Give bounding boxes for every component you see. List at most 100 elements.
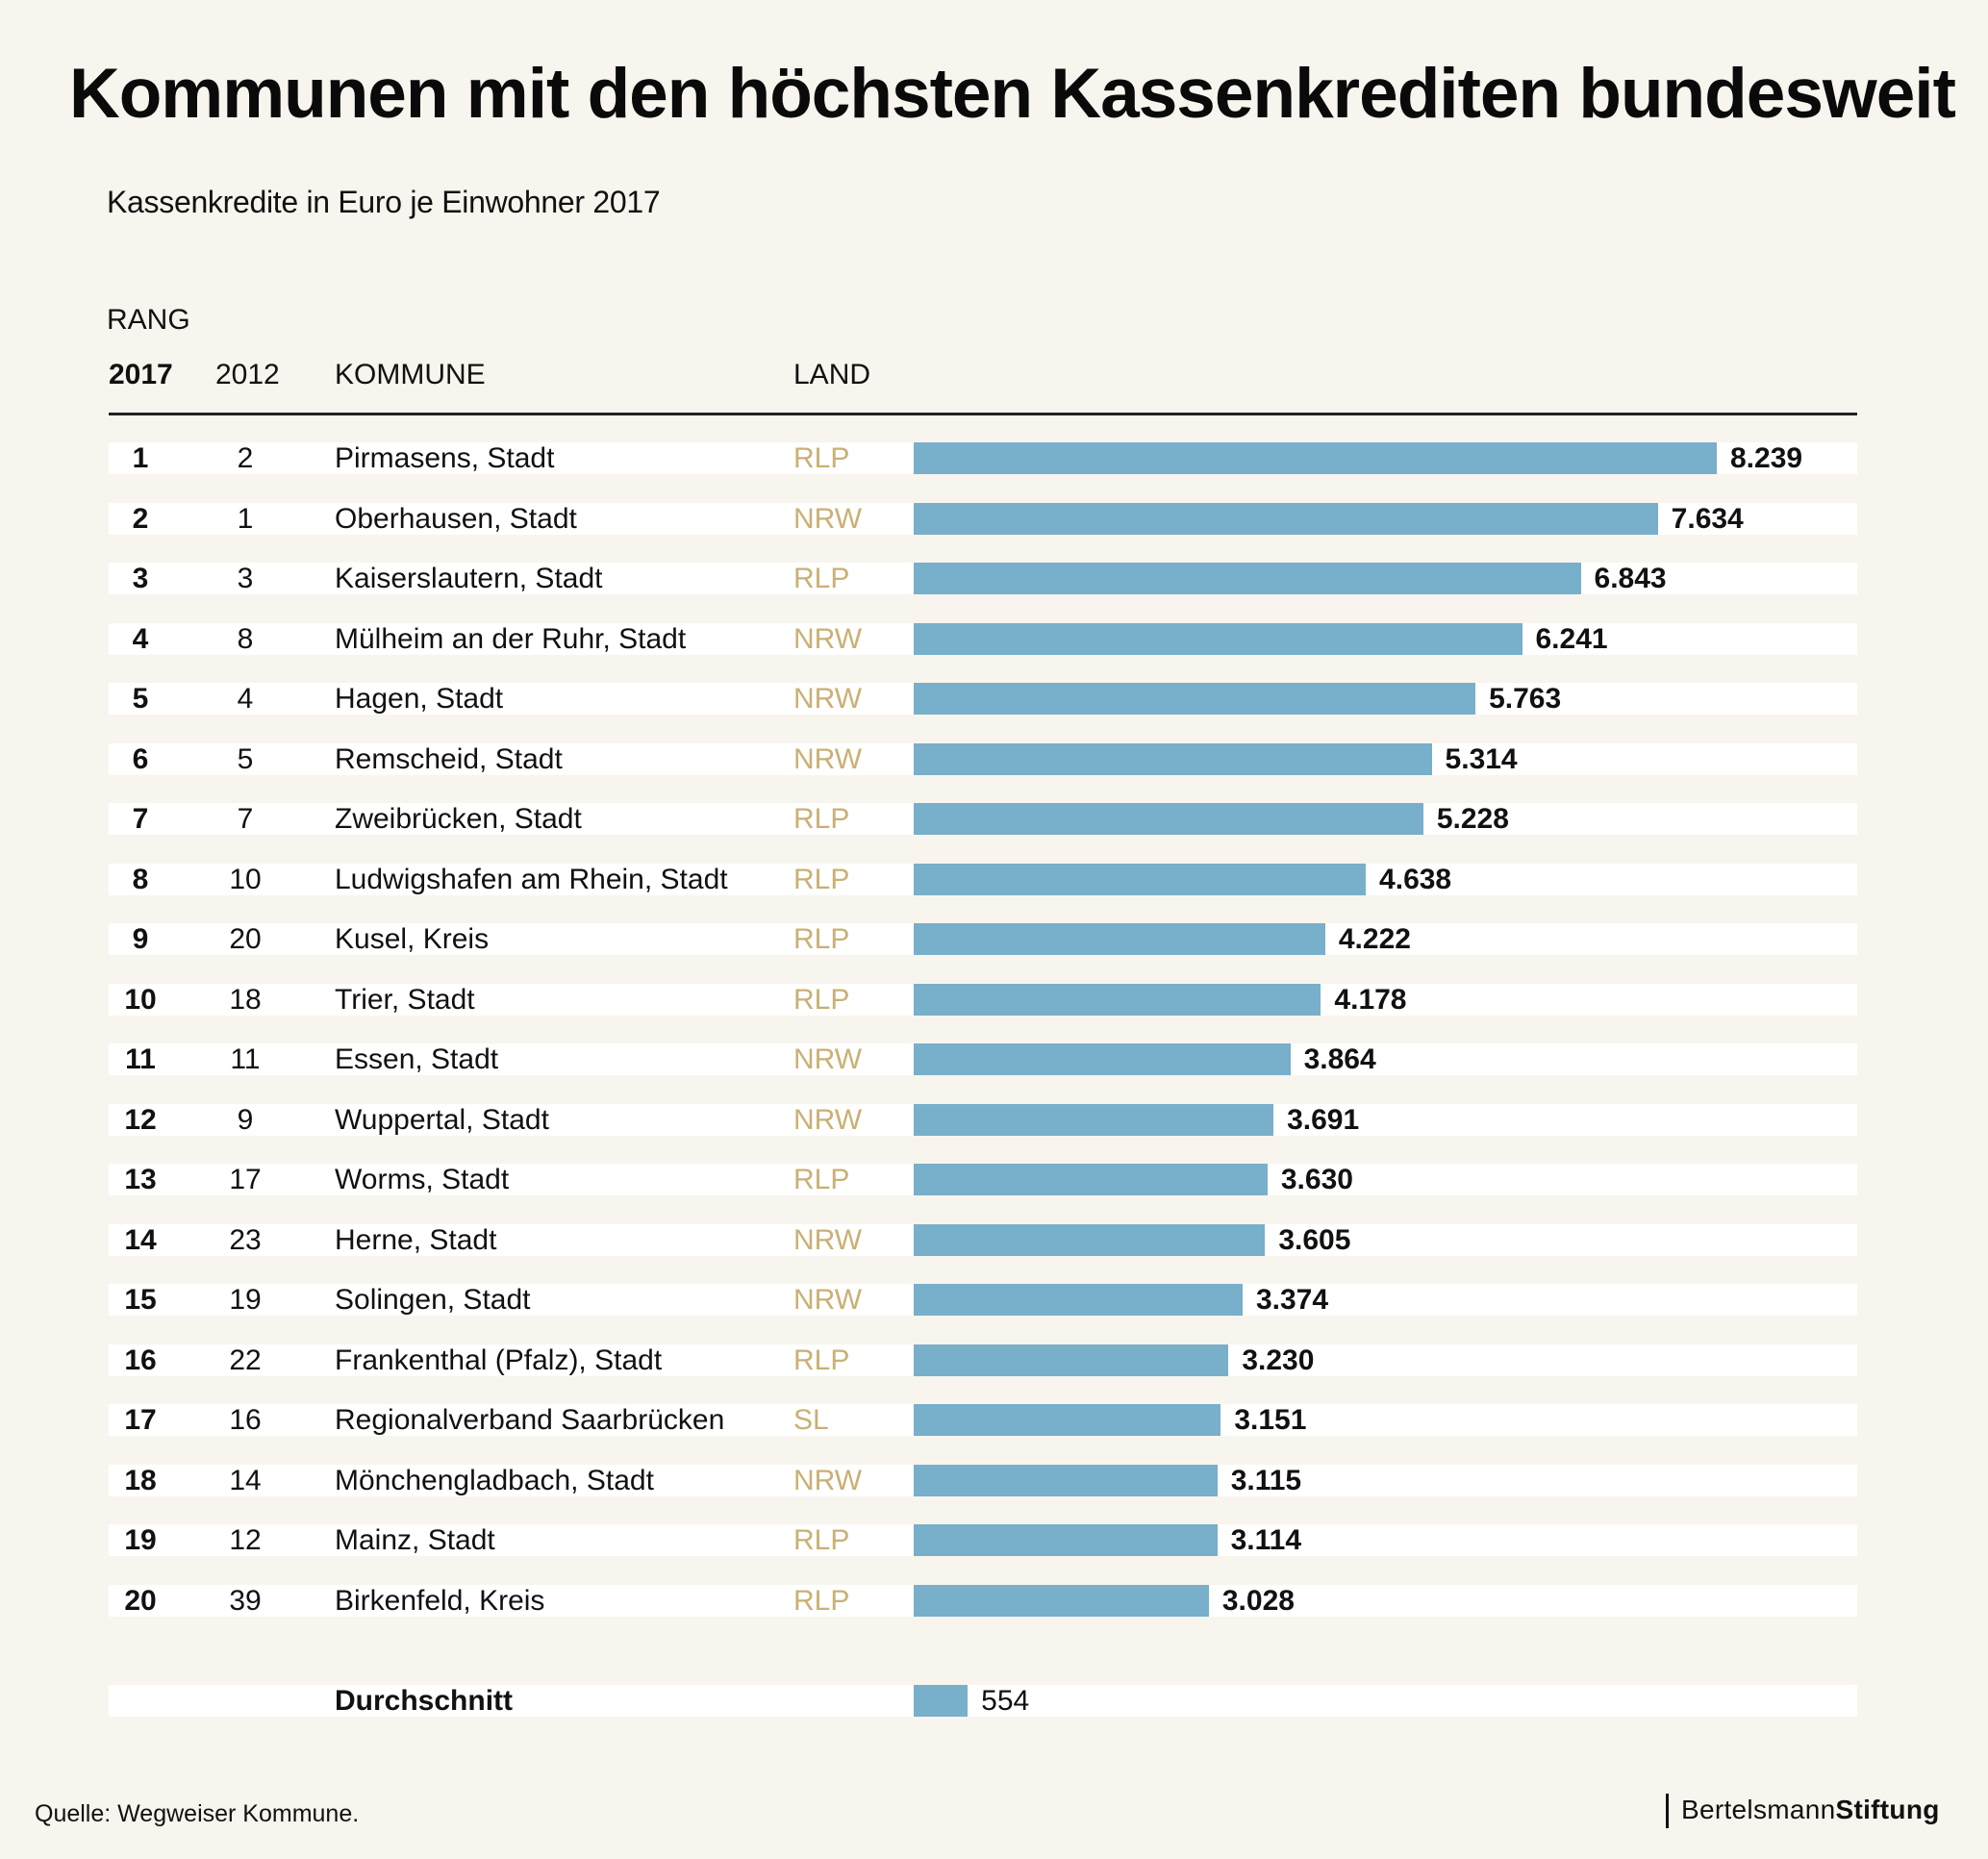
rank-2017: 12 (124, 1103, 157, 1136)
rank-2017: 16 (124, 1344, 157, 1376)
bar (914, 923, 1325, 955)
rank-2012: 7 (237, 803, 254, 835)
rank-2012: 5 (237, 742, 254, 775)
land-code: NRW (793, 742, 863, 775)
header-rang: RANG (107, 304, 190, 336)
bar (914, 983, 1321, 1016)
value-label: 3.864 (1303, 1043, 1376, 1075)
rank-2012: 9 (237, 1103, 254, 1136)
rank-2017: 7 (132, 803, 149, 835)
rank-2012: 22 (229, 1344, 262, 1376)
land-code: RLP (793, 803, 850, 835)
rank-2017: 20 (124, 1584, 157, 1617)
rank-2017: 14 (124, 1223, 157, 1256)
rank-2012: 39 (229, 1584, 262, 1617)
land-code: NRW (793, 1284, 863, 1316)
rank-2017: 10 (124, 983, 157, 1016)
rank-2012: 2 (237, 442, 254, 474)
kommune-name: Worms, Stadt (335, 1164, 510, 1195)
kommune-name: Wuppertal, Stadt (335, 1103, 549, 1136)
header-rank-2012: 2012 (215, 359, 280, 390)
value-label: 5.763 (1489, 683, 1562, 715)
logo-divider (1666, 1794, 1669, 1828)
rank-2017: 4 (132, 622, 149, 655)
value-label: 5.314 (1445, 742, 1518, 775)
kommune-name: Essen, Stadt (335, 1043, 499, 1075)
bar (914, 1164, 1268, 1195)
table-row: 5 4 Hagen, Stadt NRW 5.763 (109, 683, 1857, 715)
rank-2017: 5 (132, 683, 149, 715)
value-label: 3.115 (1230, 1464, 1302, 1496)
bertelsmann-stiftung-logo: BertelsmannStiftung (1681, 1795, 1940, 1825)
rank-2017: 9 (132, 923, 149, 955)
land-code: NRW (793, 622, 863, 655)
bar (914, 563, 1581, 594)
land-code: RLP (793, 863, 850, 895)
land-code: RLP (793, 983, 850, 1016)
land-code: RLP (793, 923, 850, 955)
land-code: SL (793, 1404, 829, 1436)
table-row: 2 1 Oberhausen, Stadt NRW 7.634 (109, 502, 1857, 535)
rank-2012: 14 (229, 1464, 262, 1496)
table-row: 3 3 Kaiserslautern, Stadt RLP 6.843 (109, 563, 1857, 594)
kommune-name: Mainz, Stadt (335, 1524, 495, 1556)
kommune-name: Birkenfeld, Kreis (335, 1584, 545, 1617)
rank-2017: 3 (132, 563, 149, 594)
logo-text-light: Bertelsmann (1681, 1795, 1836, 1824)
bar (914, 803, 1423, 835)
table-row: 12 9 Wuppertal, Stadt NRW 3.691 (109, 1103, 1857, 1136)
value-label: 4.222 (1338, 923, 1411, 955)
bar (914, 1464, 1218, 1496)
kommune-name: Kusel, Kreis (335, 923, 490, 955)
table-row: 4 8 Mülheim an der Ruhr, Stadt NRW 6.241 (109, 622, 1857, 655)
table-row: 10 18 Trier, Stadt RLP 4.178 (109, 983, 1857, 1016)
bar (914, 1043, 1291, 1075)
value-label: 6.843 (1594, 563, 1667, 594)
kommune-name: Hagen, Stadt (335, 683, 504, 715)
land-code: RLP (793, 563, 850, 594)
land-code: RLP (793, 1164, 850, 1195)
bar (914, 863, 1367, 895)
land-code: RLP (793, 1344, 850, 1376)
kommune-name: Trier, Stadt (335, 983, 475, 1016)
kommune-name: Mönchengladbach, Stadt (335, 1464, 654, 1496)
bar (914, 1404, 1221, 1436)
land-code: NRW (793, 1464, 863, 1496)
rank-2012: 3 (237, 563, 254, 594)
kommune-name: Ludwigshafen am Rhein, Stadt (335, 863, 728, 895)
bar (914, 1685, 969, 1717)
value-label: 5.228 (1436, 803, 1509, 835)
table-row: 16 22 Frankenthal (Pfalz), Stadt RLP 3.230 (109, 1344, 1857, 1376)
table-row: 1 2 Pirmasens, Stadt RLP 8.239 (109, 442, 1857, 474)
chart-title: Kommunen mit den höchsten Kassenkrediten… (69, 55, 1956, 133)
kommune-name: Frankenthal (Pfalz), Stadt (335, 1344, 663, 1376)
value-label: 8.239 (1730, 442, 1803, 474)
rank-2017: 11 (125, 1043, 156, 1075)
value-label: 3.691 (1287, 1103, 1360, 1136)
value-label: 6.241 (1535, 622, 1608, 655)
bar (914, 622, 1522, 655)
rank-2017: 17 (124, 1404, 157, 1436)
kommune-name: Pirmasens, Stadt (335, 442, 555, 474)
table-row: 20 39 Birkenfeld, Kreis RLP 3.028 (109, 1584, 1857, 1617)
value-label: 3.028 (1221, 1584, 1295, 1617)
land-code: RLP (793, 1584, 850, 1617)
header-land: LAND (793, 359, 871, 390)
rank-2012: 20 (229, 923, 262, 955)
land-code: NRW (793, 1043, 863, 1075)
rank-2017: 13 (124, 1164, 157, 1195)
rank-2012: 10 (229, 863, 262, 895)
kommune-name: Herne, Stadt (335, 1223, 497, 1256)
value-label: 3.151 (1234, 1404, 1307, 1436)
table-row: 18 14 Mönchengladbach, Stadt NRW 3.115 (109, 1464, 1857, 1496)
bar (914, 442, 1717, 474)
rank-2012: 12 (229, 1524, 262, 1556)
average-row: Durchschnitt 554 (109, 1685, 1857, 1717)
rank-2017: 6 (132, 742, 149, 775)
value-label: 7.634 (1671, 502, 1744, 535)
rank-2012: 16 (229, 1404, 262, 1436)
rank-2017: 1 (132, 442, 149, 474)
header-rank-2017: 2017 (109, 359, 173, 390)
value-label: 4.178 (1334, 983, 1407, 1016)
